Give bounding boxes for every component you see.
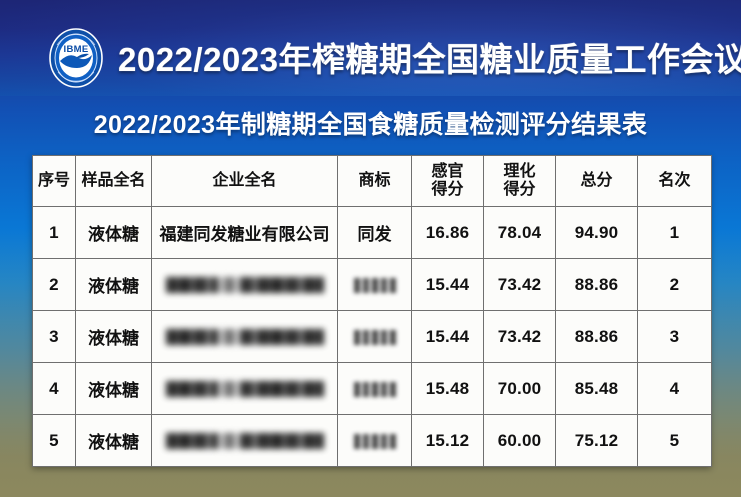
cell-no: 1 xyxy=(32,206,76,259)
cell-rank: 1 xyxy=(637,206,712,259)
cell-sensory-score: 15.44 xyxy=(411,310,484,363)
cell-no: 2 xyxy=(32,258,76,311)
cell-company-name xyxy=(151,310,338,363)
cell-sensory-score: 15.44 xyxy=(411,258,484,311)
redacted-text-block xyxy=(165,327,324,348)
redacted-text-block xyxy=(165,379,324,400)
cell-physicochemical-score: 60.00 xyxy=(483,414,556,467)
table-header-row: 序号 样品全名 企业全名 商标 感官 得分 xyxy=(32,155,712,207)
table-row: 5 液体糖 15.12 60.00 75.12 5 xyxy=(32,414,712,467)
cell-rank: 5 xyxy=(637,414,712,467)
cell-rank: 2 xyxy=(637,258,712,311)
main-title: 2022/2023年榨糖期全国糖业质量工作会议 xyxy=(118,41,741,78)
redacted-text-block xyxy=(165,431,324,452)
cell-physicochemical-score: 78.04 xyxy=(483,206,556,259)
redacted-text-block xyxy=(353,329,396,345)
cell-sample-name: 液体糖 xyxy=(75,414,152,467)
cell-rank: 4 xyxy=(637,362,712,415)
results-table: 序号 样品全名 企业全名 商标 感官 得分 xyxy=(32,155,712,467)
results-table-container: 序号 样品全名 企业全名 商标 感官 得分 xyxy=(32,155,712,467)
redacted-text-block xyxy=(353,381,396,397)
cell-brand xyxy=(337,310,412,363)
cell-physicochemical-score: 73.42 xyxy=(483,310,556,363)
cell-brand xyxy=(337,258,412,311)
cell-no: 3 xyxy=(32,310,76,363)
cell-sensory-score: 15.48 xyxy=(411,362,484,415)
redacted-text-block xyxy=(353,277,396,293)
cell-sensory-score: 16.86 xyxy=(411,206,484,259)
redacted-text-block xyxy=(165,275,324,296)
column-header-sensory-score: 感官 得分 xyxy=(411,155,484,207)
cell-no: 5 xyxy=(32,414,76,467)
cell-no: 4 xyxy=(32,362,76,415)
title-banner: IBME 2022/2023年榨糖期全国糖业质量工作会议 xyxy=(0,0,741,96)
cell-company-name xyxy=(151,258,338,311)
cell-physicochemical-score: 70.00 xyxy=(483,362,556,415)
cell-company-name xyxy=(151,414,338,467)
ibme-circular-emblem-icon: IBME xyxy=(47,27,105,89)
cell-sample-name: 液体糖 xyxy=(75,362,152,415)
column-header-sample: 样品全名 xyxy=(75,155,152,207)
table-row: 4 液体糖 15.48 70.00 85.48 4 xyxy=(32,362,712,415)
table-row: 1 液体糖 福建同发糖业有限公司 同发 16.86 78.04 94.90 1 xyxy=(32,206,712,259)
table-row: 3 液体糖 15.44 73.42 88.86 3 xyxy=(32,310,712,363)
cell-sensory-score: 15.12 xyxy=(411,414,484,467)
cell-sample-name: 液体糖 xyxy=(75,258,152,311)
cell-total-score: 75.12 xyxy=(555,414,638,467)
cell-brand xyxy=(337,362,412,415)
subtitle: 2022/2023年制糖期全国食糖质量检测评分结果表 xyxy=(93,111,648,139)
cell-physicochemical-score: 73.42 xyxy=(483,258,556,311)
column-header-brand: 商标 xyxy=(337,155,412,207)
cell-rank: 3 xyxy=(637,310,712,363)
table-row: 2 液体糖 15.44 73.42 88.86 2 xyxy=(32,258,712,311)
column-header-physicochemical-score: 理化 得分 xyxy=(483,155,556,207)
cell-sample-name: 液体糖 xyxy=(75,206,152,259)
cell-total-score: 88.86 xyxy=(555,258,638,311)
column-header-total-score: 总分 xyxy=(555,155,638,207)
column-header-rank: 名次 xyxy=(637,155,712,207)
cell-total-score: 85.48 xyxy=(555,362,638,415)
cell-company-name: 福建同发糖业有限公司 xyxy=(151,206,338,259)
table-body: 1 液体糖 福建同发糖业有限公司 同发 16.86 78.04 94.90 1 2 液体糖 15.4… xyxy=(32,206,712,467)
column-header-no: 序号 xyxy=(32,155,76,207)
cell-brand xyxy=(337,414,412,467)
cell-total-score: 88.86 xyxy=(555,310,638,363)
cell-brand: 同发 xyxy=(337,206,412,259)
cell-total-score: 94.90 xyxy=(555,206,638,259)
cell-company-name xyxy=(151,362,338,415)
cell-sample-name: 液体糖 xyxy=(75,310,152,363)
svg-text:IBME: IBME xyxy=(64,44,89,55)
column-header-company: 企业全名 xyxy=(151,155,338,207)
redacted-text-block xyxy=(353,433,396,449)
